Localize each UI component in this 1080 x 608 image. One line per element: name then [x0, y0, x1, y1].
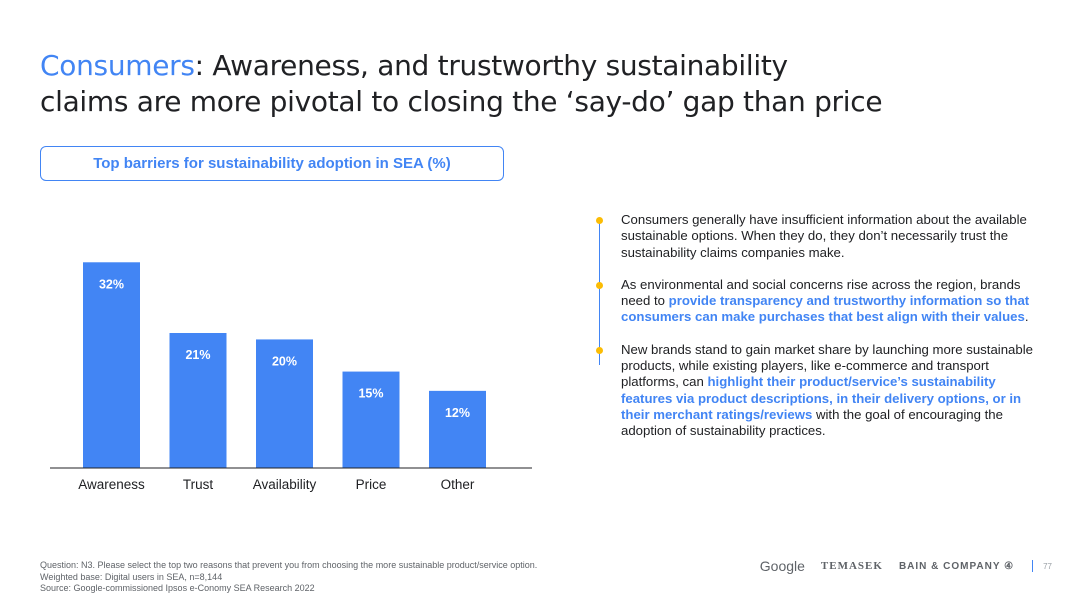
- footnote-source: Source: Google-commissioned Ipsos e-Cono…: [40, 583, 315, 593]
- category-label: Trust: [183, 477, 213, 492]
- partner-logos: Google TEMASEK BAIN & COMPANY ④ 77: [760, 558, 1052, 574]
- bar-awareness: [83, 262, 140, 468]
- temasek-logo: TEMASEK: [820, 560, 883, 572]
- title-rest: : Awareness, and trustworthy sustainabil…: [194, 49, 788, 82]
- page-number: 77: [1043, 561, 1052, 571]
- insight-bullet: As environmental and social concerns ris…: [595, 277, 1035, 326]
- category-label: Availability: [253, 477, 317, 492]
- footnote-question: Question: N3. Please select the top two …: [40, 560, 538, 570]
- category-label: Other: [441, 477, 475, 492]
- data-label: 12%: [445, 406, 470, 420]
- page-title: Consumers: Awareness, and trustworthy su…: [40, 48, 1040, 120]
- insight-bullet: New brands stand to gain market share by…: [595, 342, 1035, 440]
- bullet-dot-icon: [596, 346, 603, 354]
- data-label: 21%: [185, 348, 210, 362]
- chart-label-text: Top barriers for sustainability adoption…: [93, 155, 451, 172]
- bullet-highlight: highlight their product/service’s sustai…: [621, 374, 1022, 422]
- bar-price: [342, 371, 400, 468]
- bullet-text: Consumers generally have insufficient in…: [621, 212, 1027, 260]
- logo-separator: [1032, 560, 1034, 572]
- category-label: Price: [356, 477, 387, 492]
- bullet-text: with the goal of encouraging the adoptio…: [621, 406, 1003, 439]
- footnote-base: Weighted base: Digital users in SEA, n=8…: [40, 571, 223, 582]
- category-label: Awareness: [78, 477, 145, 492]
- bullet-dot-icon: [596, 217, 603, 224]
- data-label: 32%: [99, 277, 124, 291]
- insights-list: Consumers generally have insufficient in…: [595, 212, 1035, 456]
- bar-trust: [169, 333, 227, 468]
- bullet-text: As environmental and social concerns ris…: [621, 276, 1021, 309]
- footnotes: Question: N3. Please select the top two …: [40, 560, 537, 595]
- bullet-text: New brands stand to gain market share by…: [621, 341, 1033, 390]
- bar-other: [429, 390, 486, 468]
- google-logo: Google: [759, 558, 805, 574]
- bar-availability: [256, 339, 313, 468]
- insight-bullet: Consumers generally have insufficient in…: [595, 212, 1035, 261]
- title-accent: Consumers: [40, 49, 195, 82]
- data-label: 20%: [272, 354, 297, 368]
- bullet-connector-line: [599, 220, 600, 365]
- bullet-highlight: provide transparency and trustworthy inf…: [621, 293, 1030, 325]
- title-line2: claims are more pivotal to closing the ‘…: [40, 85, 883, 118]
- data-label: 15%: [358, 387, 383, 401]
- bar-chart: 32% Awareness 21% Trust 20% Availability 15% Pr…: [50, 262, 532, 492]
- bullet-text: .: [1024, 309, 1029, 325]
- bullet-dot-icon: [596, 281, 603, 289]
- chart-label-box: Top barriers for sustainability adoption…: [40, 146, 504, 181]
- bain-logo: BAIN & COMPANY ④: [898, 560, 1015, 572]
